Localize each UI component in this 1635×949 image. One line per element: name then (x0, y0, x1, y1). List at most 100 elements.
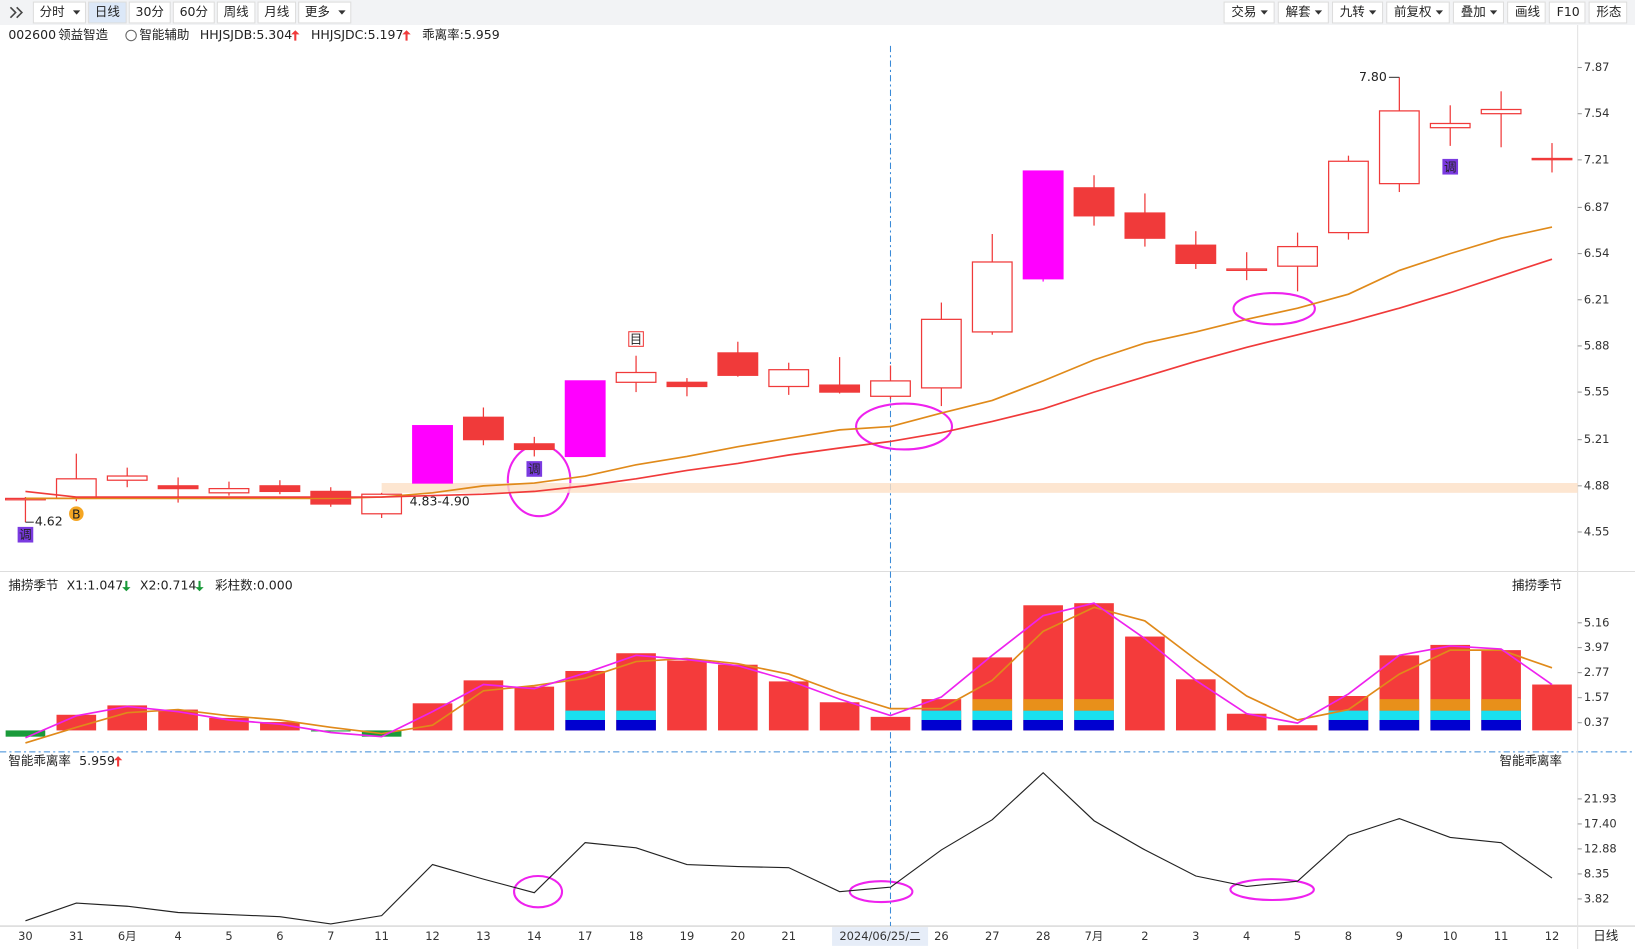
candle-body (157, 485, 199, 490)
tab-label: 30分 (136, 4, 164, 19)
candle-body (768, 369, 810, 388)
x-tick-label: 11 (374, 929, 389, 943)
stack-segment (1481, 710, 1521, 720)
annotation: 4.62 (35, 514, 63, 529)
trend-arrow (291, 30, 300, 41)
stack-segment (972, 699, 1013, 711)
label: X2:0.714 (140, 578, 197, 593)
x-tick-label: 14 (527, 929, 542, 943)
x-tick-label: 4 (174, 929, 181, 943)
stack-segment (1379, 699, 1420, 711)
y-tick-label: 21.93 (1584, 791, 1617, 805)
tool-button[interactable] (1588, 1, 1628, 24)
tab-label: 分时 (40, 4, 65, 19)
x-tick-label: 18 (629, 929, 644, 943)
candle-body (971, 261, 1013, 333)
tool-button[interactable] (1331, 1, 1384, 24)
bar (310, 730, 351, 732)
tab-button[interactable] (257, 1, 297, 24)
dropdown (1435, 10, 1444, 15)
icon-label: 目 (630, 332, 643, 347)
stack-segment (1379, 710, 1420, 720)
icon-label: B (72, 506, 81, 521)
bar (5, 730, 46, 737)
tab-button[interactable] (88, 1, 127, 24)
x-tick-label: 2024/06/25/二 (839, 929, 920, 943)
x-tick-label: 26 (934, 929, 949, 943)
y-tick-label: 7.21 (1584, 152, 1610, 166)
stack-segment (1074, 719, 1114, 731)
tool-label: F10 (1557, 4, 1580, 19)
y-tick-label: 12.88 (1584, 841, 1617, 855)
x-tick-label: 6 (276, 929, 283, 943)
stack-segment (1481, 699, 1521, 711)
x-tick-label: 3 (1192, 929, 1199, 943)
stack-segment (1430, 699, 1471, 711)
tab-button[interactable] (298, 1, 352, 24)
bar (260, 722, 300, 731)
tool-label: 前复权 (1394, 4, 1432, 19)
y-tick-label: 3.97 (1584, 640, 1610, 654)
candle-body (1124, 212, 1166, 239)
stack-segment (1074, 710, 1114, 720)
period-label: 日线 (1593, 928, 1618, 943)
x-tick-label: 7 (327, 929, 334, 943)
tool-button[interactable] (1452, 1, 1504, 24)
tab-button[interactable] (216, 1, 256, 24)
label: HHJSJDB:5.304 (200, 27, 292, 42)
indicator-line (25, 771, 1553, 925)
trend-arrow (402, 30, 411, 41)
support-band (381, 483, 1578, 493)
candle-body (1175, 244, 1217, 265)
tool-button[interactable] (1277, 1, 1329, 24)
x-tick-label: 31 (69, 929, 84, 943)
label: 002600 (8, 27, 56, 42)
tab-button[interactable] (32, 1, 87, 24)
stack-segment (1074, 699, 1114, 711)
candle-body (208, 487, 250, 494)
stack-segment (921, 719, 962, 731)
candle-body (564, 380, 606, 458)
label: HHJSJDC:5.197 (311, 27, 403, 42)
y-tick-label: 8.35 (1584, 866, 1610, 880)
tool-button[interactable] (1507, 1, 1546, 24)
x-tick-label: 5 (1294, 929, 1301, 943)
dropdown (1368, 10, 1377, 15)
tab-button[interactable] (172, 1, 215, 24)
x-tick-label: 20 (731, 929, 746, 943)
tool-button[interactable] (1223, 1, 1275, 24)
bar (1175, 679, 1216, 731)
stack-segment (1023, 699, 1063, 711)
circle (506, 444, 572, 518)
x-tick-label: 28 (1036, 929, 1051, 943)
circle (1232, 292, 1316, 326)
stack-segment (1430, 710, 1471, 720)
circle (1229, 878, 1315, 902)
dropdown (1489, 10, 1498, 15)
bar (463, 680, 504, 731)
stack-segment (972, 719, 1013, 731)
tool-button[interactable] (1548, 1, 1586, 24)
candle-body (513, 443, 555, 451)
tool-label: 解套 (1286, 4, 1311, 19)
candle-body (1328, 160, 1369, 234)
icon-bg (1442, 158, 1459, 175)
label: 5.959 (79, 753, 115, 768)
candle-body (106, 475, 148, 481)
tab-label: 60分 (180, 4, 208, 19)
bar (514, 686, 555, 731)
tab-label: 月线 (264, 4, 289, 19)
y-tick-label: 4.55 (1584, 524, 1610, 538)
y-tick-label: 6.21 (1584, 292, 1610, 306)
x-tick-label: 30 (18, 929, 33, 943)
y-tick-label: 7.87 (1584, 60, 1610, 74)
menu-icon (9, 6, 24, 19)
tool-button[interactable] (1386, 1, 1450, 24)
x-tick-label: 6月 (118, 929, 137, 943)
bar (56, 714, 97, 731)
candle-body (259, 485, 301, 493)
stack-segment (921, 710, 962, 720)
tab-button[interactable] (128, 1, 171, 24)
candle-body (1429, 122, 1471, 129)
y-tick-label: 6.87 (1584, 200, 1610, 214)
